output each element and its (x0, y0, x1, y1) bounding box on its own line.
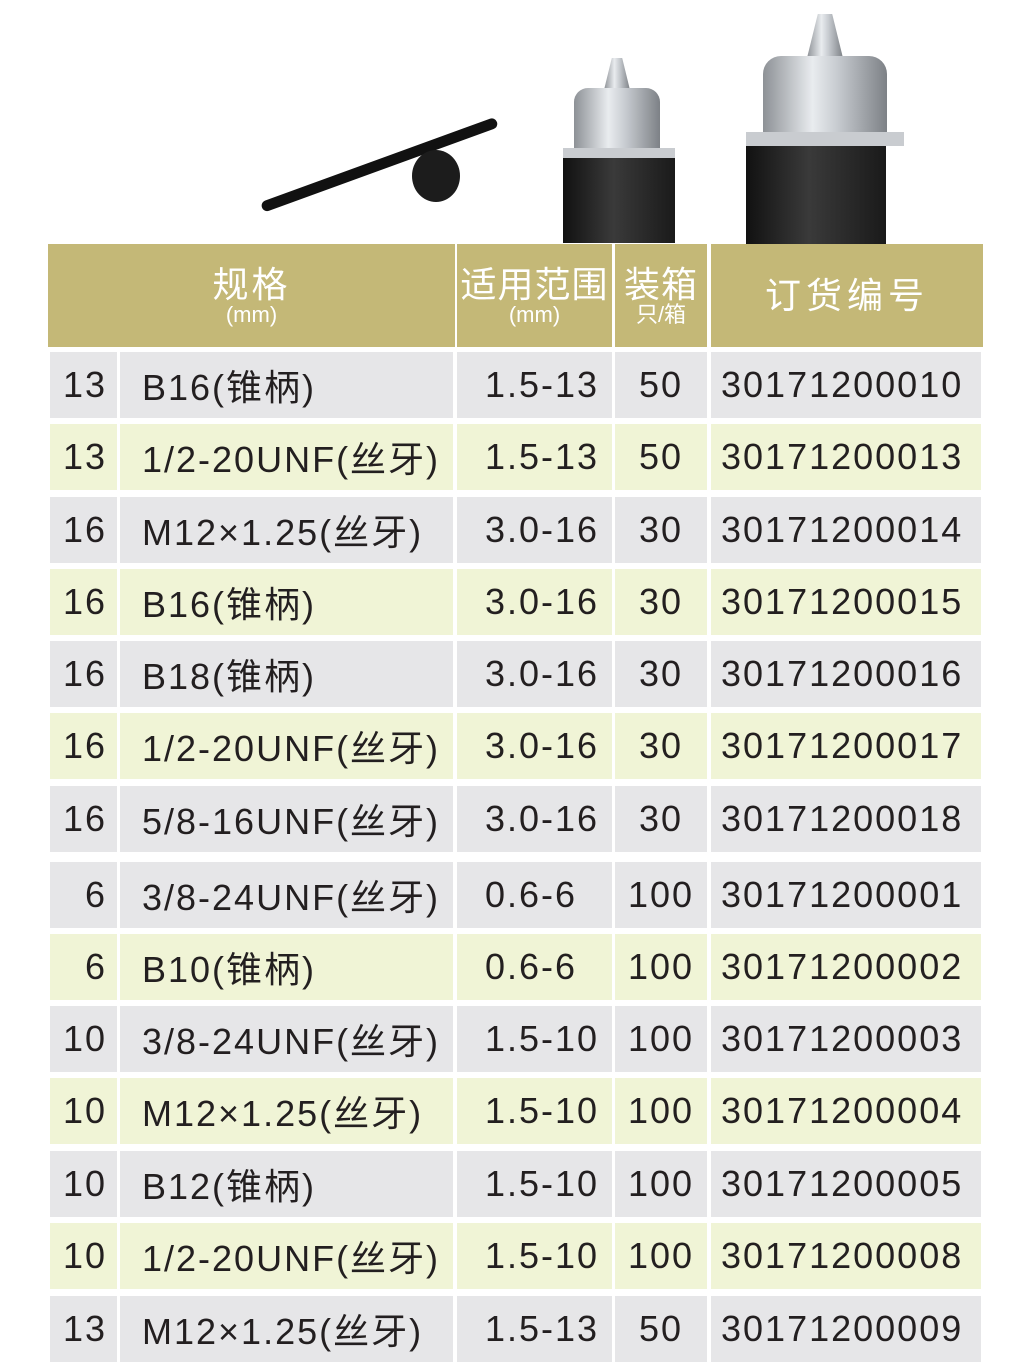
spec-cell: 1/2-20UNF(丝牙) (120, 713, 453, 779)
header-box-label: 装箱 (623, 263, 698, 305)
spec-cell: M12×1.25(丝牙) (120, 1078, 453, 1144)
spec-cell: 1/2-20UNF(丝牙) (120, 424, 453, 490)
box-cell: 100 (615, 862, 707, 928)
spec-cell: 3/8-24UNF(丝牙) (120, 1006, 453, 1072)
spec-cell: B16(锥柄) (120, 569, 453, 635)
box-cell: 30 (615, 497, 707, 563)
range-cell: 3.0-16 (457, 569, 612, 635)
range-cell: 1.5-13 (457, 424, 612, 490)
range-cell: 3.0-16 (457, 641, 612, 707)
size-cell: 16 (50, 569, 117, 635)
box-cell: 100 (615, 1223, 707, 1289)
spec-cell: 1/2-20UNF(丝牙) (120, 1223, 453, 1289)
order-no-cell: 30171200009 (711, 1296, 981, 1362)
size-cell: 10 (50, 1006, 117, 1072)
spec-cell: B16(锥柄) (120, 352, 453, 418)
order-no-cell: 30171200004 (711, 1078, 981, 1144)
spec-cell: B18(锥柄) (120, 641, 453, 707)
order-no-cell: 30171200018 (711, 786, 981, 852)
order-no-cell: 30171200014 (711, 497, 981, 563)
spec-cell: M12×1.25(丝牙) (120, 497, 453, 563)
box-cell: 30 (615, 713, 707, 779)
size-cell: 10 (50, 1078, 117, 1144)
box-cell: 100 (615, 1151, 707, 1217)
box-cell: 30 (615, 786, 707, 852)
spec-cell: 3/8-24UNF(丝牙) (120, 862, 453, 928)
header-range-label: 适用范围 (460, 263, 609, 305)
order-no-cell: 30171200010 (711, 352, 981, 418)
range-cell: 0.6-6 (457, 934, 612, 1000)
order-no-cell: 30171200003 (711, 1006, 981, 1072)
spec-cell: B10(锥柄) (120, 934, 453, 1000)
range-cell: 1.5-13 (457, 1296, 612, 1362)
order-no-cell: 30171200005 (711, 1151, 981, 1217)
range-cell: 3.0-16 (457, 497, 612, 563)
size-cell: 16 (50, 497, 117, 563)
header-order-no: 订货编号 (711, 244, 983, 347)
size-cell: 6 (50, 934, 117, 1000)
header-spec-unit: (mm) (225, 301, 278, 327)
range-cell: 1.5-10 (457, 1151, 612, 1217)
order-no-cell: 30171200015 (711, 569, 981, 635)
spec-cell: B12(锥柄) (120, 1151, 453, 1217)
header-box-unit: 只/箱 (635, 301, 687, 327)
header-order-label: 订货编号 (764, 274, 929, 316)
box-cell: 30 (615, 569, 707, 635)
size-cell: 13 (50, 352, 117, 418)
range-cell: 1.5-10 (457, 1223, 612, 1289)
size-cell: 6 (50, 862, 117, 928)
range-cell: 3.0-16 (457, 713, 612, 779)
size-cell: 10 (50, 1223, 117, 1289)
chuck-key-image (260, 110, 522, 220)
size-cell: 16 (50, 713, 117, 779)
box-cell: 50 (615, 1296, 707, 1362)
size-cell: 13 (50, 1296, 117, 1362)
range-cell: 1.5-10 (457, 1006, 612, 1072)
header-range: 适用范围 (mm) (457, 244, 612, 347)
range-cell: 1.5-10 (457, 1078, 612, 1144)
order-no-cell: 30171200013 (711, 424, 981, 490)
box-cell: 50 (615, 424, 707, 490)
size-cell: 10 (50, 1151, 117, 1217)
box-cell: 30 (615, 641, 707, 707)
header-spec-label: 规格 (212, 263, 291, 305)
order-no-cell: 30171200016 (711, 641, 981, 707)
order-no-cell: 30171200002 (711, 934, 981, 1000)
range-cell: 1.5-13 (457, 352, 612, 418)
order-no-cell: 30171200008 (711, 1223, 981, 1289)
box-cell: 100 (615, 934, 707, 1000)
header-range-unit: (mm) (508, 301, 561, 327)
size-cell: 16 (50, 786, 117, 852)
box-cell: 100 (615, 1078, 707, 1144)
size-cell: 16 (50, 641, 117, 707)
spec-cell: 5/8-16UNF(丝牙) (120, 786, 453, 852)
box-cell: 50 (615, 352, 707, 418)
header-box: 装箱 只/箱 (615, 244, 707, 347)
size-cell: 13 (50, 424, 117, 490)
range-cell: 0.6-6 (457, 862, 612, 928)
order-no-cell: 30171200017 (711, 713, 981, 779)
range-cell: 3.0-16 (457, 786, 612, 852)
order-no-cell: 30171200001 (711, 862, 981, 928)
header-spec: 规格 (mm) (48, 244, 455, 347)
spec-cell: M12×1.25(丝牙) (120, 1296, 453, 1362)
box-cell: 100 (615, 1006, 707, 1072)
